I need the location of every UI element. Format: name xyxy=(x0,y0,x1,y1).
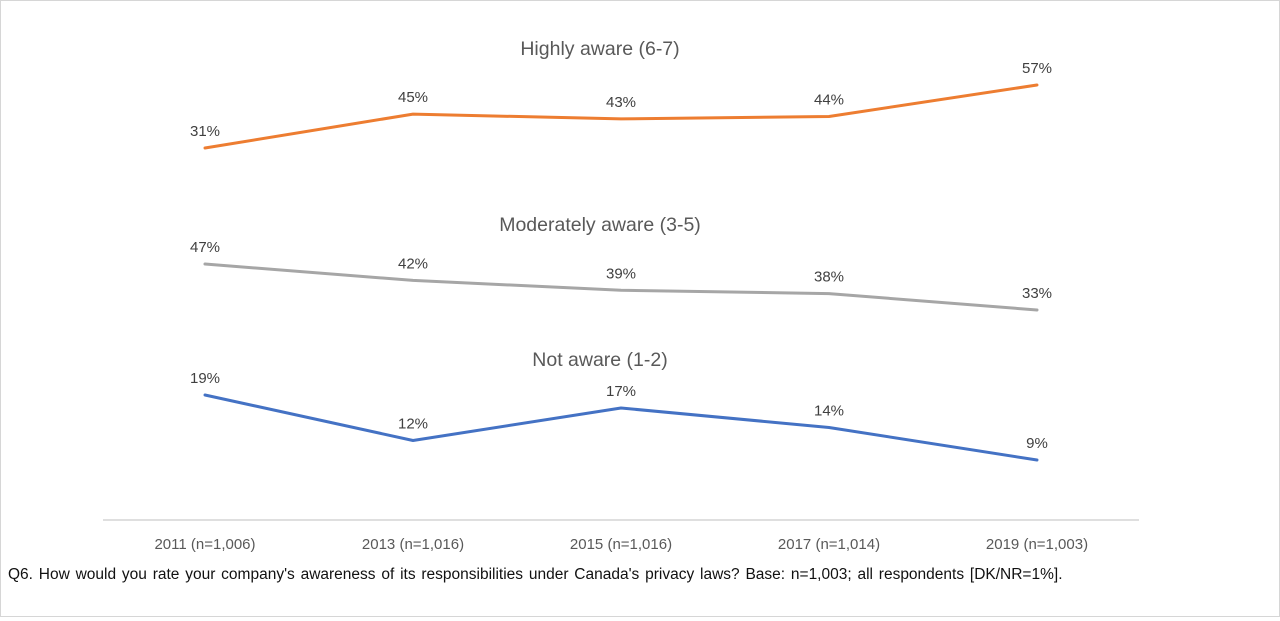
data-label: 14% xyxy=(814,403,844,420)
series-line-highly-aware-6-7 xyxy=(203,83,1039,150)
series-title-highly-aware-6-7: Highly aware (6-7) xyxy=(520,38,679,60)
x-axis-label: 2011 (n=1,006) xyxy=(154,536,255,553)
series-line-moderately-aware-3-5 xyxy=(203,262,1039,312)
data-label: 57% xyxy=(1022,60,1052,77)
data-label: 33% xyxy=(1022,285,1052,302)
x-axis-label: 2013 (n=1,016) xyxy=(362,536,464,553)
data-label: 31% xyxy=(190,123,220,140)
data-label: 19% xyxy=(190,370,220,387)
chart-footnote: Q6. How would you rate your company's aw… xyxy=(8,566,1063,583)
data-label: 12% xyxy=(398,416,428,433)
data-label: 38% xyxy=(814,269,844,286)
series-title-not-aware-1-2: Not aware (1-2) xyxy=(532,349,667,371)
data-label: 44% xyxy=(814,92,844,109)
x-axis-label: 2019 (n=1,003) xyxy=(986,536,1088,553)
data-label: 42% xyxy=(398,255,428,272)
data-label: 39% xyxy=(606,265,636,282)
series-title-moderately-aware-3-5: Moderately aware (3-5) xyxy=(499,214,701,236)
x-axis-label: 2017 (n=1,014) xyxy=(778,536,880,553)
data-label: 45% xyxy=(398,89,428,106)
data-label: 9% xyxy=(1026,435,1048,452)
data-label: 17% xyxy=(606,383,636,400)
data-label: 47% xyxy=(190,239,220,256)
x-axis-label: 2015 (n=1,016) xyxy=(570,536,672,553)
data-label: 43% xyxy=(606,94,636,111)
series-line-not-aware-1-2 xyxy=(203,393,1039,462)
